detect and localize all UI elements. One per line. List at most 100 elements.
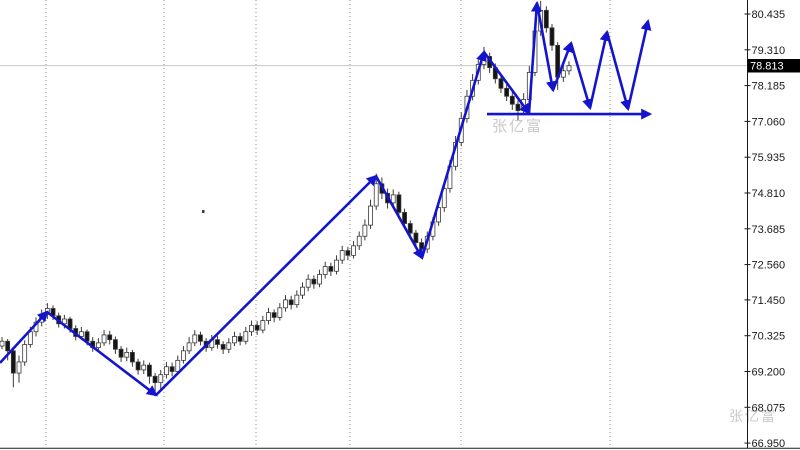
price-tick-label: 74.810: [752, 188, 786, 200]
candle-bear: [220, 344, 226, 350]
candle-bear: [130, 352, 135, 363]
candle-bear: [515, 103, 521, 111]
candle-bull: [441, 188, 447, 209]
swing-arrow-segment[interactable]: [420, 49, 487, 259]
candle-bear: [118, 348, 124, 358]
candle-bull: [368, 205, 373, 226]
candle-bull: [560, 70, 566, 78]
candle-bear: [152, 375, 158, 384]
candle-bull: [124, 352, 130, 358]
swing-arrow-segment[interactable]: [535, 2, 557, 93]
candle-bear: [413, 232, 419, 244]
swing-arrow-segment[interactable]: [374, 175, 424, 260]
swing-arrow-segment[interactable]: [605, 31, 631, 112]
candle-bear: [504, 87, 510, 97]
candle-bull: [226, 342, 232, 350]
swing-arrow-segment[interactable]: [551, 41, 573, 91]
candle-bull: [243, 331, 249, 342]
current-price-label: 78.813: [750, 61, 784, 73]
candle-bear: [288, 299, 294, 306]
swing-arrow-segment[interactable]: [527, 0, 542, 114]
swing-arrow-segment[interactable]: [482, 51, 531, 115]
candle-bull: [0, 340, 5, 347]
candle-bull: [78, 331, 84, 337]
candle-bull: [260, 320, 266, 331]
swing-arrow-segment[interactable]: [569, 42, 593, 111]
watermark-center: 张亿富: [492, 117, 543, 135]
period-separator-lines: [45, 0, 611, 448]
candle-bull: [266, 312, 271, 321]
candle-bull: [277, 307, 283, 318]
price-tick-label: 73.685: [752, 224, 786, 236]
candle-bull: [101, 334, 107, 344]
price-tick-label: 78.185: [752, 81, 786, 93]
candle-bull: [373, 183, 379, 207]
candle-bull: [317, 274, 322, 285]
price-tick-label: 79.310: [752, 45, 786, 57]
candle-bear: [254, 324, 260, 331]
candle-bear: [107, 334, 113, 341]
swing-arrow-segment[interactable]: [588, 29, 611, 109]
candle-bull: [175, 359, 181, 372]
price-axis-ticks: 80.435 79.310 78.185 77.060 75.935 74.810 73.6…: [744, 9, 786, 450]
swing-arrow-segment[interactable]: [155, 174, 378, 396]
candle-bear: [396, 194, 402, 213]
candle-bull: [390, 194, 396, 204]
candle-bear: [498, 78, 504, 89]
candle-bear: [113, 339, 118, 350]
candle-bull: [351, 245, 356, 256]
candle-bull: [181, 350, 186, 361]
candle-bull: [141, 364, 147, 371]
candle-bear: [311, 278, 317, 285]
price-tick-label: 66.950: [752, 438, 786, 450]
candle-bear: [169, 366, 175, 372]
candle-bull: [339, 250, 345, 261]
candlestick-series: [0, 0, 572, 397]
candle-bull: [249, 324, 254, 333]
candle-bull: [334, 259, 339, 272]
candle-bull: [192, 334, 198, 344]
candle-bear: [407, 223, 413, 234]
candle-bear: [271, 312, 277, 318]
candle-bear: [10, 350, 16, 374]
current-price-box: [747, 59, 800, 73]
candle-bear: [509, 95, 515, 105]
swing-arrow-segment[interactable]: [0, 310, 49, 364]
swing-arrow-segment[interactable]: [46, 310, 158, 397]
candle-bear: [549, 27, 555, 46]
candle-bear: [237, 336, 243, 342]
candle-bear: [402, 211, 407, 224]
trendline-objects[interactable]: [0, 0, 653, 397]
candle-bull: [27, 331, 33, 345]
candle-bear: [135, 361, 141, 371]
candle-bull: [300, 286, 305, 296]
candle-bull: [566, 65, 572, 72]
price-tick-label: 80.435: [752, 9, 786, 21]
price-tick-label: 70.325: [752, 331, 786, 343]
candle-bear: [147, 364, 152, 377]
candle-bull: [362, 224, 368, 237]
candle-bull: [436, 207, 441, 223]
candle-bear: [215, 339, 220, 345]
price-tick-label: 71.450: [752, 295, 786, 307]
candle-bear: [345, 250, 351, 256]
candle-bull: [283, 299, 288, 309]
price-tick-label: 77.060: [752, 116, 786, 128]
price-tick-label: 75.935: [752, 152, 786, 164]
candle-bear: [328, 266, 334, 272]
candle-bull: [305, 278, 311, 288]
candle-bull: [294, 294, 300, 306]
candle-bull: [164, 366, 169, 376]
candle-bull: [22, 344, 28, 363]
candle-bull: [95, 342, 101, 349]
candle-bear: [198, 334, 203, 342]
candle-bull: [356, 235, 362, 247]
price-tick-label: 69.200: [752, 366, 786, 378]
candle-bear: [419, 242, 424, 250]
price-tick-label: 72.560: [752, 260, 786, 272]
swing-arrow-segment[interactable]: [626, 19, 652, 110]
stray-dot: [202, 210, 205, 213]
